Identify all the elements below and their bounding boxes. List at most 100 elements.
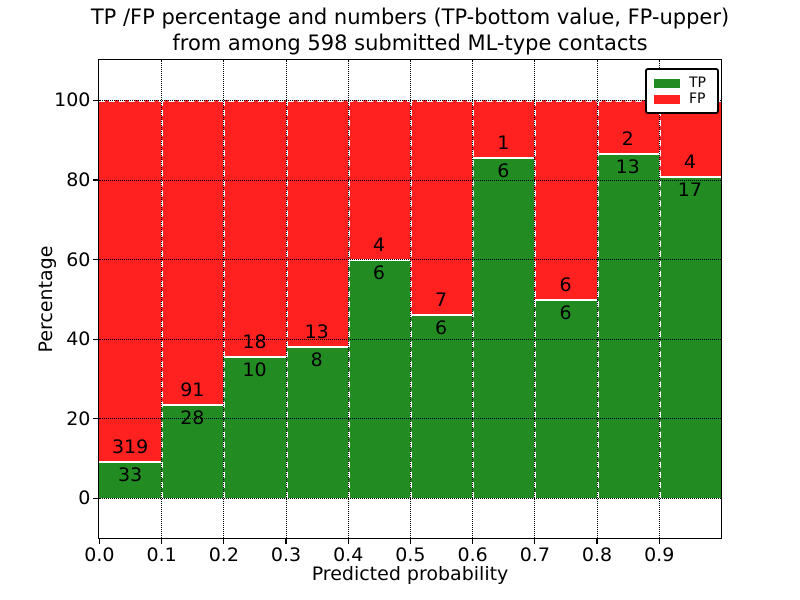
plot-area: TP FP 319 33 91 28 18 10 13 8 4 6 7 6 1 6 6 6 2 13 4 17: [98, 59, 722, 539]
v-gridline: [223, 60, 225, 538]
x-tick-mark: [347, 539, 349, 545]
fp-count-label: 4: [683, 150, 696, 173]
x-tick-label: 0.6: [457, 544, 488, 567]
y-tick-mark: [93, 179, 99, 181]
bar-edge-line: [347, 100, 350, 498]
bar-edge-line: [596, 100, 599, 498]
bar-edge-line: [161, 100, 164, 498]
y-tick-label: 60: [66, 248, 91, 271]
v-gridline: [285, 60, 287, 538]
x-tick-mark: [658, 539, 660, 545]
y-tick-mark: [93, 338, 99, 340]
legend: TP FP: [645, 68, 719, 114]
tp-count-label: 8: [310, 349, 323, 372]
tp-count-label: 6: [372, 262, 385, 285]
legend-label-fp: FP: [689, 91, 706, 107]
tp-count-label: 10: [242, 358, 267, 381]
tp-count-label: 28: [180, 407, 205, 430]
x-tick-mark: [98, 539, 101, 545]
x-tick-mark: [160, 539, 163, 545]
x-axis-label: Predicted probability: [311, 563, 509, 585]
bar-edge-line: [410, 100, 412, 498]
bar-tp-segment: [99, 460, 162, 498]
legend-label-tp: TP: [689, 75, 706, 91]
bar-tp-segment: [410, 314, 473, 498]
chart-title-line2: from among 598 submitted ML-type contact…: [172, 31, 648, 55]
y-tick-label: 20: [66, 407, 91, 430]
legend-entry-tp: TP: [654, 75, 710, 91]
tp-count-label: 33: [118, 463, 143, 486]
x-tick-label: 0.3: [270, 544, 302, 567]
bar-tp-segment: [472, 156, 535, 498]
tp-swatch-icon: [654, 78, 680, 88]
fp-count-label: 7: [435, 289, 448, 312]
bar-fp-segment: [223, 100, 286, 356]
x-tick-label: 0.1: [146, 544, 177, 567]
bar-edge-line: [534, 100, 537, 498]
v-gridline: [347, 60, 349, 538]
v-gridline: [596, 60, 598, 538]
chart-title-line1: TP /FP percentage and numbers (TP-bottom…: [90, 5, 730, 29]
v-gridline: [410, 60, 411, 538]
tp-count-label: 13: [615, 156, 640, 179]
fp-count-label: 91: [180, 379, 205, 402]
x-tick-mark: [596, 539, 598, 545]
bar-fp-segment: [534, 100, 597, 299]
y-tick-label: 100: [54, 89, 91, 112]
bar-fp-segment: [285, 100, 348, 347]
bar-fp-segment: [472, 100, 535, 157]
fp-count-label: 6: [559, 274, 572, 296]
y-tick-mark: [93, 99, 99, 102]
x-tick-label: 0.9: [644, 544, 675, 567]
v-gridline: [161, 60, 163, 538]
fp-count-label: 4: [372, 234, 385, 257]
fp-count-label: 18: [242, 330, 267, 353]
x-tick-mark: [534, 539, 536, 545]
bar-fp-segment: [410, 100, 473, 315]
bar-edge-line: [223, 100, 226, 498]
bar-tp-segment: [596, 153, 659, 498]
bar-tp-segment: [347, 259, 410, 498]
x-tick-label: 0.4: [333, 544, 364, 567]
x-tick-label: 0.2: [208, 544, 239, 567]
fp-count-label: 2: [621, 128, 634, 151]
x-tick-mark: [285, 539, 287, 545]
bar-edge-line: [472, 100, 475, 498]
tp-count-label: 6: [435, 317, 448, 340]
x-tick-label: 0.0: [84, 544, 115, 567]
bar-tp-segment: [534, 299, 597, 498]
legend-entry-fp: FP: [654, 91, 710, 107]
y-tick-label: 80: [66, 169, 91, 191]
x-tick-mark: [471, 539, 474, 545]
bar-edge-line: [658, 100, 661, 498]
y-tick-label: 40: [66, 328, 91, 351]
fp-count-label: 319: [111, 435, 149, 458]
v-gridline: [472, 60, 474, 538]
tp-count-label: 6: [559, 302, 572, 324]
fp-count-label: 13: [304, 321, 329, 344]
x-tick-mark: [409, 539, 412, 545]
bar-tp-segment: [285, 346, 348, 498]
bar-edge-line: [285, 100, 288, 498]
x-tick-label: 0.8: [581, 544, 613, 567]
y-tick-mark: [93, 497, 99, 500]
x-tick-mark: [223, 539, 225, 545]
v-gridline: [658, 60, 660, 538]
tp-count-label: 17: [677, 178, 702, 201]
x-tick-label: 0.7: [519, 544, 550, 567]
bar-tp-segment: [161, 404, 224, 498]
y-tick-mark: [93, 418, 99, 420]
y-tick-mark: [93, 258, 99, 261]
y-tick-label: 0: [78, 487, 91, 510]
v-gridline: [534, 60, 536, 538]
bar-tp-segment: [658, 175, 721, 498]
x-tick-label: 0.5: [395, 544, 426, 567]
fp-swatch-icon: [654, 94, 680, 104]
fp-count-label: 1: [497, 131, 510, 154]
bar-fp-segment: [161, 100, 224, 405]
bar-tp-segment: [223, 355, 286, 498]
tp-count-label: 6: [497, 159, 510, 182]
bar-fp-segment: [99, 100, 162, 461]
y-axis-label: Percentage: [35, 245, 57, 353]
